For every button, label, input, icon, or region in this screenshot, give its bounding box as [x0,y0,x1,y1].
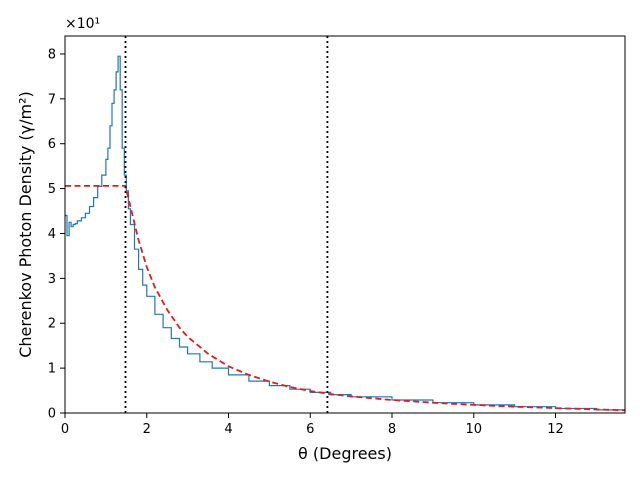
x-tick-label: 12 [547,422,564,437]
y-tick-label: 5 [48,182,56,197]
fit-series [65,185,626,412]
y-tick-label: 7 [48,92,56,107]
y-tick-label: 4 [48,227,56,242]
y-tick-label: 3 [48,272,56,287]
histogram-series [65,55,626,411]
x-tick-label: 6 [306,422,314,437]
x-tick-label: 4 [224,422,232,437]
y-tick-label: 2 [48,317,56,332]
y-axis-offset-label: ×10¹ [65,16,100,32]
y-tick-label: 6 [48,137,56,152]
plot-area [65,36,626,413]
x-tick-label: 8 [388,422,396,437]
y-tick-label: 8 [48,47,56,62]
y-tick-label: 0 [48,407,56,422]
x-tick-label: 2 [143,422,151,437]
axes-frame [64,35,626,414]
y-axis-label: Cherenkov Photon Density (γ/m²) [16,91,35,358]
x-axis-label: θ (Degrees) [298,444,392,463]
x-tick-label: 10 [465,422,482,437]
y-tick-label: 1 [48,362,56,377]
x-tick-label: 0 [61,422,69,437]
